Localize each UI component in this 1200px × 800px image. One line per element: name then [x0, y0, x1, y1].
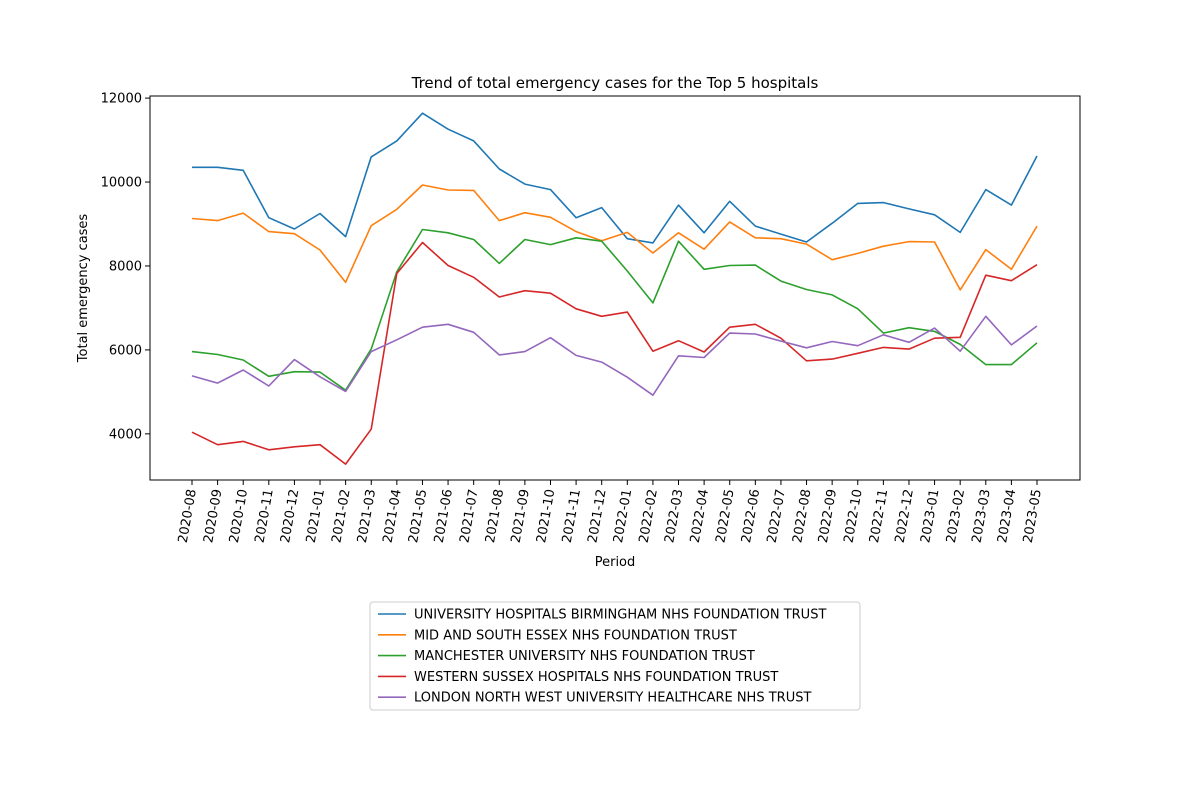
x-tick-label: 2020-11 [253, 488, 277, 544]
chart-title: Trend of total emergency cases for the T… [411, 74, 819, 92]
legend-entry-2: MID AND SOUTH ESSEX NHS FOUNDATION TRUST [414, 628, 737, 643]
y-axis: 4000 6000 8000 10000 12000 [101, 92, 150, 442]
x-tick-label: 2022-01 [611, 488, 635, 544]
x-tick-label: 2022-04 [688, 488, 712, 544]
legend-entry-3: MANCHESTER UNIVERSITY NHS FOUNDATION TRU… [414, 649, 755, 664]
series-line-4 [191, 241, 1038, 465]
y-tick-label: 10000 [101, 176, 142, 191]
plot-lines [191, 112, 1038, 465]
x-tick-label: 2021-01 [304, 488, 328, 544]
x-tick-label: 2023-03 [970, 488, 994, 544]
x-tick-label: 2023-02 [944, 488, 968, 544]
series-line-3 [191, 228, 1038, 392]
series-line-1 [192, 112, 1038, 244]
legend: UNIVERSITY HOSPITALS BIRMINGHAM NHS FOUN… [369, 601, 861, 711]
x-tick-label: 2023-04 [995, 488, 1019, 544]
x-tick-label: 2023-01 [918, 488, 942, 544]
x-tick-label: 2021-03 [355, 488, 379, 544]
x-tick-label: 2020-12 [278, 488, 302, 544]
y-tick-label: 12000 [101, 92, 142, 107]
x-tick-label: 2021-07 [457, 488, 481, 544]
x-tick-label: 2022-09 [816, 488, 840, 544]
x-tick-label: 2022-02 [637, 488, 661, 544]
x-tick-label: 2021-11 [560, 488, 584, 544]
x-tick-label: 2022-07 [765, 488, 789, 544]
x-tick-label: 2021-09 [509, 488, 533, 544]
x-tick-label: 2022-03 [662, 488, 686, 544]
legend-entry-1: UNIVERSITY HOSPITALS BIRMINGHAM NHS FOUN… [414, 608, 826, 623]
plot-frame [149, 95, 1081, 481]
x-tick-label: 2021-06 [432, 488, 456, 544]
y-tick-label: 8000 [109, 259, 142, 274]
x-tick-label: 2021-05 [406, 488, 430, 544]
x-tick-label: 2022-10 [841, 488, 865, 544]
y-tick-label: 4000 [109, 427, 142, 442]
x-axis-label: Period [595, 555, 636, 570]
series-line-2 [191, 184, 1038, 291]
x-tick-label: 2021-10 [534, 488, 558, 544]
legend-entry-4: WESTERN SUSSEX HOSPITALS NHS FOUNDATION … [414, 670, 778, 685]
x-tick-label: 2021-12 [585, 488, 609, 544]
legend-box [369, 601, 861, 711]
y-axis-label: Total emergency cases [76, 214, 91, 364]
x-tick-label: 2020-09 [201, 488, 225, 544]
x-tick-label: 2022-12 [893, 488, 917, 544]
x-tick-label: 2020-10 [227, 488, 251, 544]
x-tick-label: 2021-04 [381, 488, 405, 544]
x-tick-label: 2022-06 [739, 488, 763, 544]
x-tick-label: 2022-08 [790, 488, 814, 544]
x-tick-label: 2022-11 [867, 488, 891, 544]
legend-entry-5: LONDON NORTH WEST UNIVERSITY HEALTHCARE … [414, 691, 811, 706]
x-tick-label: 2023-05 [1021, 488, 1045, 544]
y-tick-label: 6000 [109, 343, 142, 358]
series-line-5 [191, 315, 1038, 397]
x-tick-label: 2022-05 [713, 488, 737, 544]
x-axis: 2020-08 2020-09 2020-10 2020-11 2020-12 2021-… [176, 480, 1045, 544]
x-tick-label: 2021-08 [483, 488, 507, 544]
x-tick-label: 2021-02 [329, 488, 353, 544]
x-tick-label: 2020-08 [176, 488, 200, 544]
